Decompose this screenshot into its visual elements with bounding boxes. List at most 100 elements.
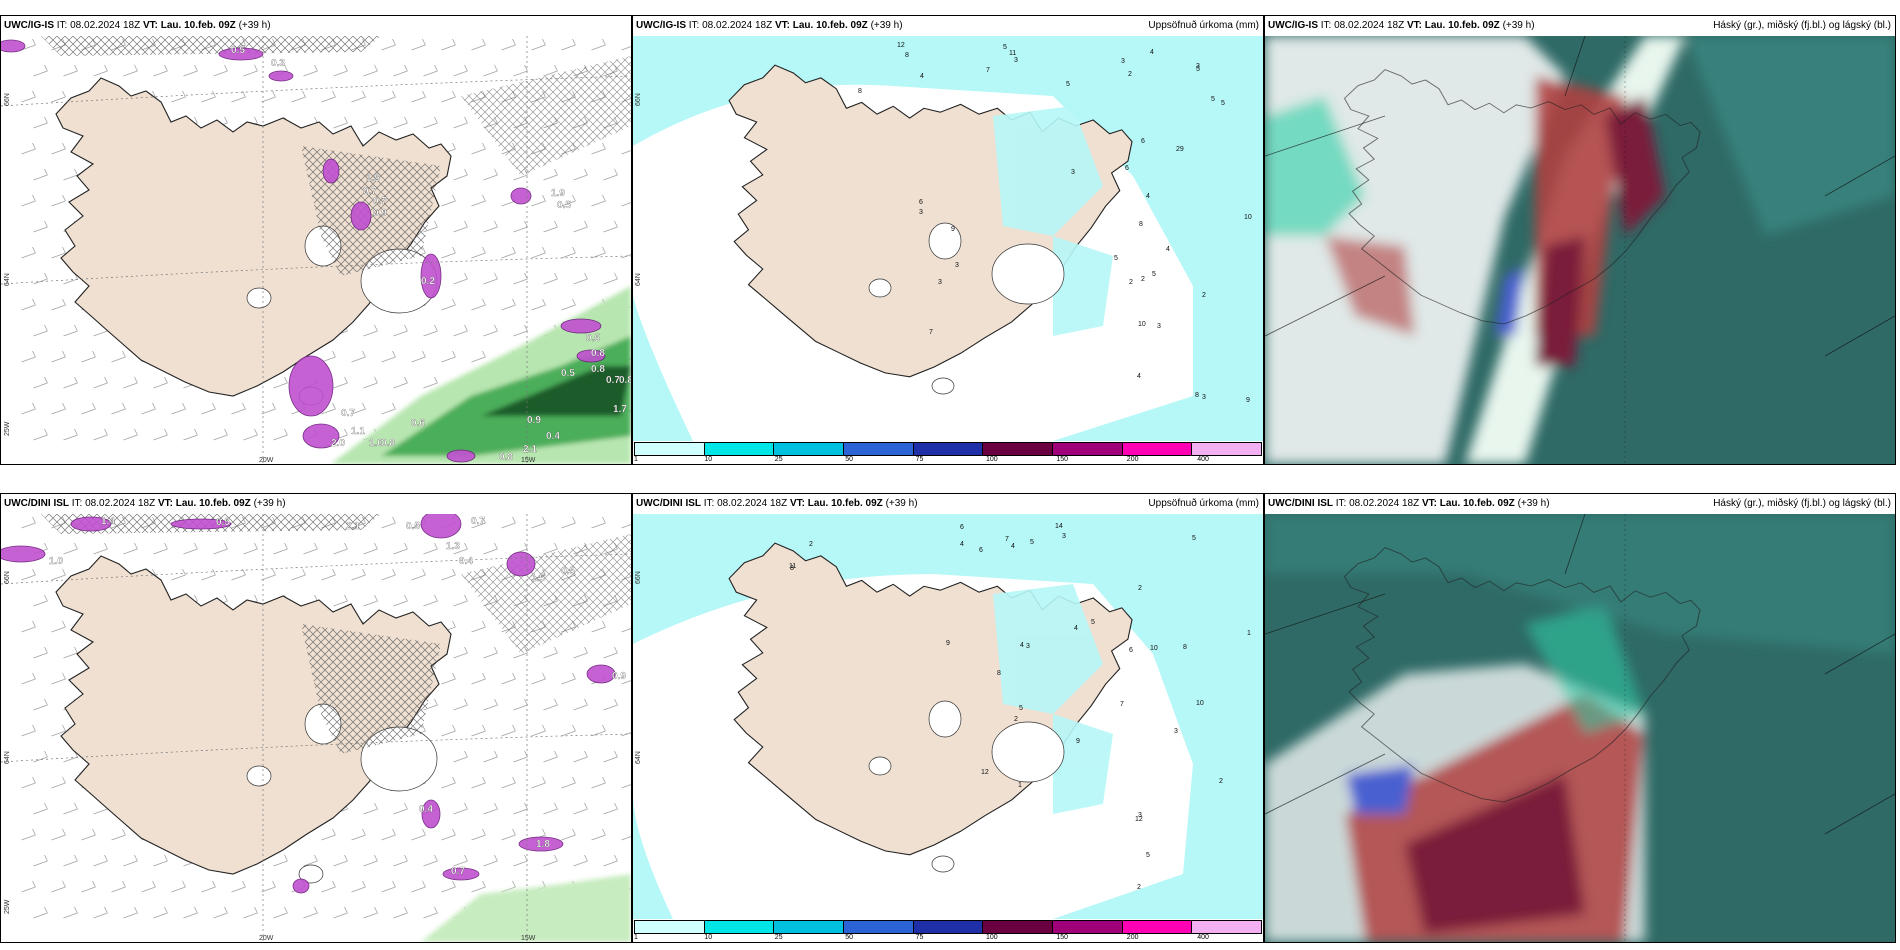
precip-amount-label: 3 — [1121, 58, 1125, 65]
colorbar-tick-label: 400 — [1197, 934, 1209, 941]
colorbar-swatch — [844, 443, 914, 455]
colorbar-tick-label: 10 — [704, 456, 713, 463]
precip-amount-label: 9 — [1246, 397, 1250, 404]
init-time: IT: 08.02.2024 18Z — [688, 20, 773, 31]
wind-map: 0.50.31.50.70.70.91.90.50.20.50.80.80.50… — [1, 36, 631, 464]
precip-amount-label: 29 — [1176, 146, 1184, 153]
precip-value-label: 0.8 — [591, 348, 605, 359]
panel-title: Háský (gr.), miðský (fj.bl.) og lágský (… — [1713, 20, 1891, 31]
precip-value-label: 0.4 — [459, 556, 473, 567]
longitude-label: 15W — [521, 935, 536, 942]
latitude-label: 66N — [4, 571, 11, 584]
precip-amount-label: 6 — [919, 199, 923, 206]
green-precip — [331, 286, 631, 464]
precip-amount-label: 5 — [1192, 535, 1196, 542]
precip-value-label: 1.0 — [49, 556, 63, 567]
wind-panel: UWC/IG-IS IT: 08.02.2024 18Z VT: Lau. 10… — [0, 15, 632, 465]
lead-time: (+39 h) — [238, 20, 271, 31]
precip-amount-label: 4 — [960, 541, 964, 548]
precip-amount-label: 3 — [955, 262, 959, 269]
precip-amount-label: 5 — [1211, 96, 1215, 103]
panel-header: UWC/DINI ISL IT: 08.02.2024 18Z VT: Lau.… — [1265, 494, 1895, 514]
cloud-panel: UWC/DINI ISL IT: 08.02.2024 18Z VT: Lau.… — [1264, 493, 1896, 943]
init-time: IT: 08.02.2024 18Z — [1320, 20, 1405, 31]
colorbar-swatch — [635, 921, 705, 933]
precip-colorbar: 1 10 25 50 75 100 150 200 400 — [634, 920, 1262, 942]
colorbar-boxes — [634, 442, 1262, 456]
precip-values: 0.50.31.50.70.70.91.90.50.20.50.80.80.50… — [231, 45, 631, 463]
precip-value-label: 0.8 — [591, 364, 605, 375]
precip-amount-label: 2 — [1138, 585, 1142, 592]
init-time: IT: 08.02.2024 18Z — [56, 20, 141, 31]
panel-header: UWC/IG-IS IT: 08.02.2024 18Z VT: Lau. 10… — [633, 16, 1263, 36]
latitude-label: 66N — [635, 93, 642, 106]
colorbar-swatch — [1053, 921, 1123, 933]
country-boundaries — [1265, 514, 1895, 942]
precip-value-label: 1.7 — [613, 404, 627, 415]
longitude-label: 20W — [259, 457, 274, 464]
precip-value-label: 2.1 — [346, 521, 360, 532]
precip-amount-label: 2 — [1128, 71, 1132, 78]
colorbar-tick-label: 25 — [774, 934, 783, 941]
colorbar-tick-label: 200 — [1126, 456, 1139, 463]
precip-amount-label: 3 — [1026, 643, 1030, 650]
precip-value-label: 0.7 — [373, 196, 387, 207]
precip-amount-label: 1 — [1018, 782, 1022, 789]
precip-amount-label: 12 — [981, 769, 989, 776]
row-dini: UWC/DINI ISL IT: 08.02.2024 18Z VT: Lau.… — [0, 493, 1900, 943]
panel-header: UWC/IG-IS IT: 08.02.2024 18Z VT: Lau. 10… — [1, 16, 631, 36]
colorbar-labels: 1 10 25 50 75 100 150 200 400 — [634, 934, 1262, 942]
precip-amount-label: 3 — [1062, 533, 1066, 540]
precip-amount-label: 4 — [1166, 246, 1170, 253]
colorbar-tick-label: 150 — [1056, 934, 1069, 941]
cloud-layers — [1265, 514, 1895, 942]
latitude-label: 66N — [635, 571, 642, 584]
graticule — [1, 514, 631, 942]
panel-title: Uppsöfnuð úrkoma (mm) — [1148, 498, 1259, 509]
precip-value-label: 0.9 — [527, 415, 541, 426]
cloud-panel: UWC/IG-IS IT: 08.02.2024 18Z VT: Lau. 10… — [1264, 15, 1896, 465]
precip-amount-label: 2 — [1014, 716, 1018, 723]
precip-amount-label: 6 — [1125, 165, 1129, 172]
precip-cyan-areas — [993, 584, 1113, 814]
colorbar-swatch — [1192, 921, 1262, 933]
precip-amount-label: 7 — [1120, 701, 1124, 708]
precip-amount-label: 8 — [905, 52, 909, 59]
precip-amount-label: 5 — [1003, 44, 1007, 51]
precip-amount-label: 4 — [1020, 642, 1024, 649]
precip-value-label: 1.0 — [369, 438, 383, 449]
colorbar-labels: 1 10 25 50 75 100 150 200 400 — [634, 456, 1262, 464]
cloud-map — [1265, 36, 1895, 464]
precip-value-label: 1.8 — [536, 839, 550, 850]
colorbar-tick-label: 10 — [704, 934, 713, 941]
colorbar-tick-label: 1 — [634, 456, 638, 463]
precip-amount-label: 4 — [1150, 49, 1154, 56]
longitude-label: 20W — [259, 935, 274, 942]
sea-hatching — [41, 36, 631, 176]
precip-value-label: 0.5 — [586, 333, 600, 344]
precip-amount-label: 6 — [1129, 647, 1133, 654]
precip-amount-label: 6 — [1141, 138, 1145, 145]
colorbar-tick-label: 200 — [1126, 934, 1139, 941]
precip-value-label: 0.8 — [499, 452, 513, 463]
precip-amount-labels: 6651110121484423212324712885352967953141… — [789, 523, 1251, 891]
precip-value-label: 1.4 — [101, 516, 115, 527]
colorbar-tick-label: 150 — [1056, 456, 1069, 463]
precip-value-label: 1.5 — [366, 173, 380, 184]
precip-value-label: 2.0 — [331, 438, 345, 449]
precip-values: 1.4 1.0 0.5 2.1 0.5 0.7 1.3 0.4 0.5 1.5 0.4 0.9 1.8 0… — [49, 516, 627, 877]
colorbar-swatch — [1122, 443, 1193, 455]
colorbar-swatch — [1053, 443, 1123, 455]
colorbar-swatch — [983, 921, 1054, 933]
precip-value-label: 0.7 — [363, 186, 377, 197]
precip-panel: UWC/DINI ISL IT: 08.02.2024 18Z VT: Lau.… — [632, 493, 1264, 943]
latitude-label: 64N — [4, 751, 11, 764]
precip-amount-label: 6 — [960, 524, 964, 531]
precip-value-label: 0.7 — [451, 866, 465, 877]
latitude-label: 64N — [635, 751, 642, 764]
purple-precip — [1, 514, 616, 894]
panel-header: UWC/DINI ISL IT: 08.02.2024 18Z VT: Lau.… — [633, 494, 1263, 514]
latitude-label: 64N — [635, 273, 642, 286]
colorbar-swatch — [913, 921, 984, 933]
latitude-label: 64N — [4, 273, 11, 286]
